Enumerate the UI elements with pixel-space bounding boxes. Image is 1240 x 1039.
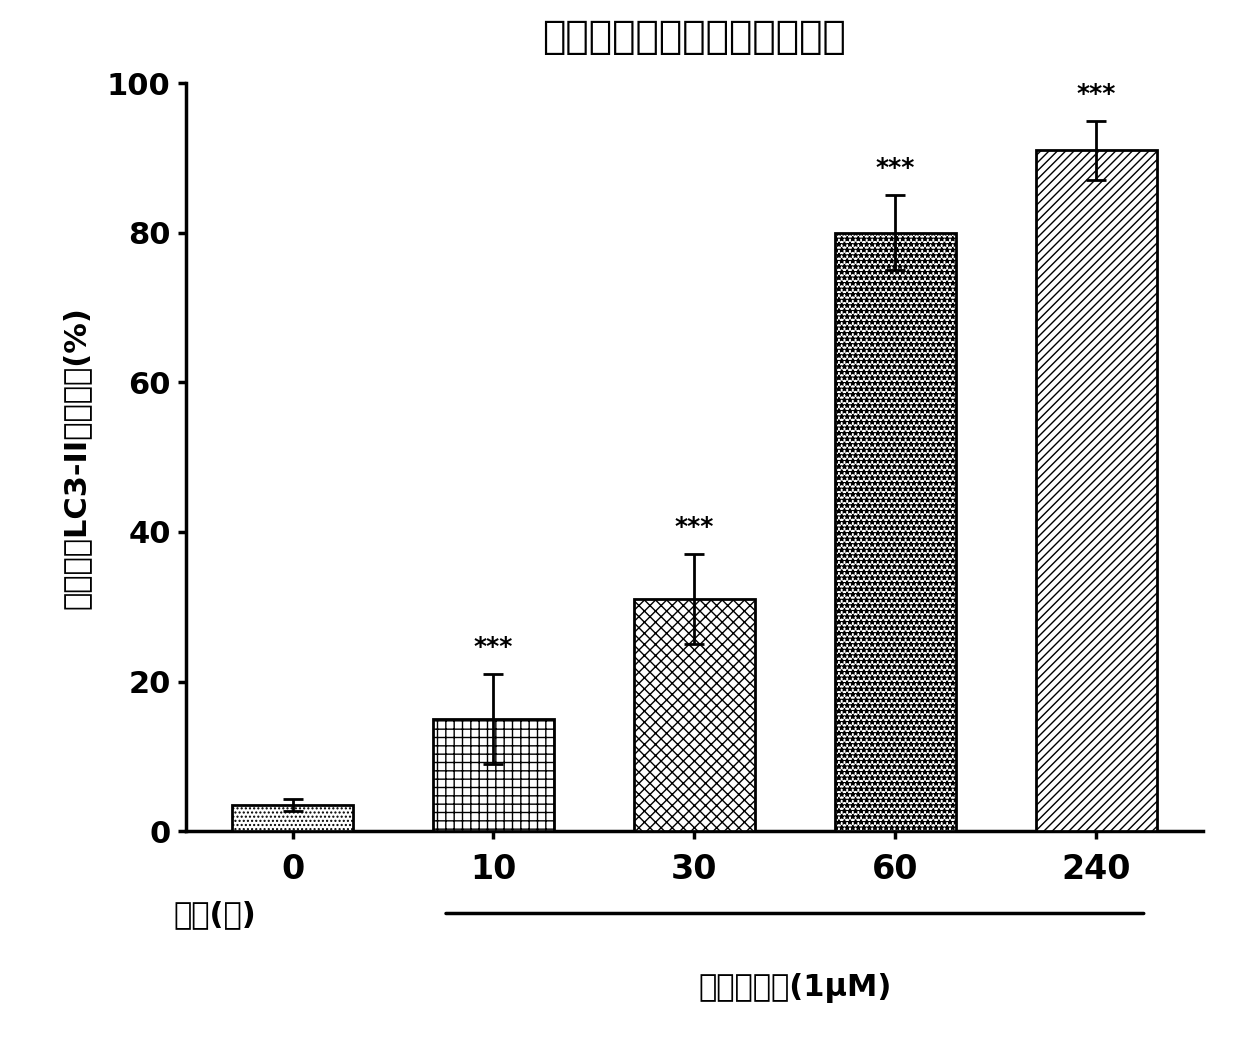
Text: ***: *** xyxy=(675,515,714,539)
Text: 雷公藤红素(1μM): 雷公藤红素(1μM) xyxy=(698,974,892,1004)
Bar xyxy=(433,719,554,831)
Text: 时间(分): 时间(分) xyxy=(174,900,257,929)
Bar xyxy=(232,805,353,831)
Text: ***: *** xyxy=(875,157,915,181)
Bar xyxy=(634,600,755,831)
Bar xyxy=(835,233,956,831)
Bar xyxy=(1035,151,1157,831)
Text: ***: *** xyxy=(1076,82,1116,106)
Y-axis label: 自燃蛋登LC3-II表达水平(%): 自燃蛋登LC3-II表达水平(%) xyxy=(61,305,91,609)
Title: 类风湿关节炎滑膜成纤维细胞: 类风湿关节炎滑膜成纤维细胞 xyxy=(542,19,847,56)
Text: ***: *** xyxy=(474,635,513,659)
